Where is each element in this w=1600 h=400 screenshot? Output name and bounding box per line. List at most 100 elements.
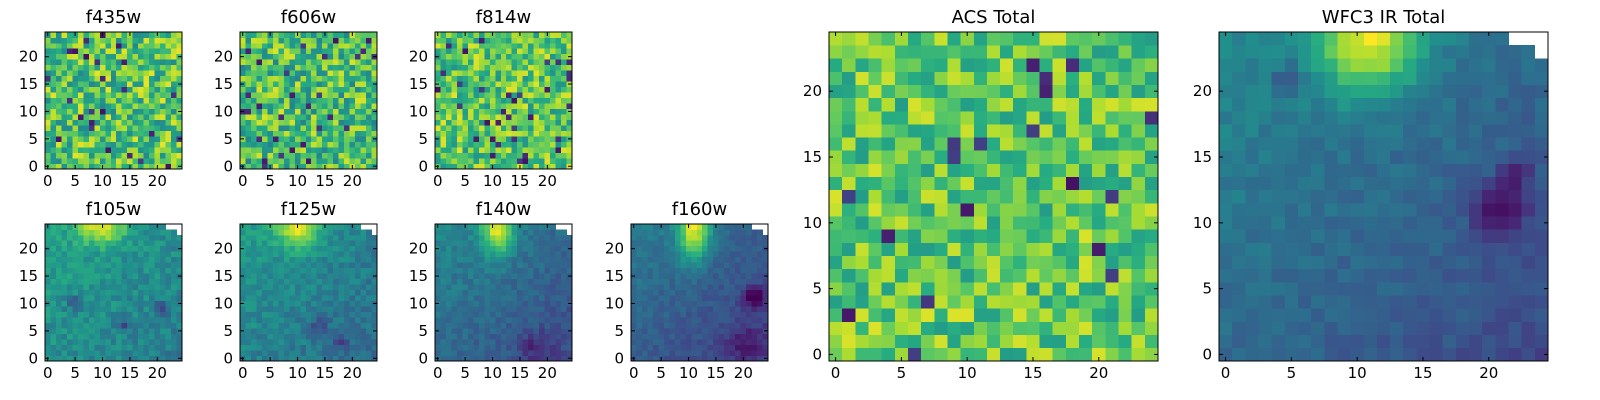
heatmap-cell [522,245,529,252]
heatmap-cell [528,344,534,351]
y-tick-label: 10 [214,294,233,312]
heatmap-cell [445,350,452,356]
heatmap-cell [473,108,480,115]
heatmap-cell [66,355,73,362]
heatmap-cell [371,317,378,323]
heatmap-cell [1013,189,1027,204]
heatmap-cell [746,234,752,241]
heatmap-cell [1052,295,1067,309]
heatmap-cell [300,278,307,285]
heatmap-cell [973,229,988,243]
heatmap-cell [445,53,452,60]
heatmap-cell [300,53,307,60]
heatmap-cell [61,322,68,329]
heatmap-cell [338,234,345,241]
heatmap-cell [478,284,485,291]
heatmap-cell [360,163,367,170]
heatmap-cell [533,108,540,115]
heatmap-cell [360,92,367,99]
heatmap-cell [894,255,909,270]
heatmap-cell [294,53,301,60]
heatmap-cell [641,251,648,258]
heatmap-cell [440,53,447,60]
heatmap-cell [934,255,948,270]
heatmap-cell [495,256,502,263]
heatmap-cell [947,321,961,335]
heatmap-cell [478,141,485,148]
heatmap-cell [934,163,948,178]
heatmap-cell [495,339,502,345]
heatmap-cell [305,229,312,236]
heatmap-cell [83,284,90,291]
heatmap-cell [751,278,758,285]
heatmap-cell [696,224,703,230]
heatmap-cell [344,295,350,302]
heatmap-cell [495,70,502,77]
heatmap-cell [658,234,665,241]
heatmap-cell [149,114,155,120]
heatmap-cell [45,86,51,93]
heatmap-cell [55,108,62,115]
heatmap-cell [517,125,523,131]
heatmap-cell [245,229,252,236]
heatmap-cell [360,147,367,153]
heatmap-cell [99,136,106,142]
heatmap-cell [333,32,339,38]
heatmap-cell [311,42,318,49]
heatmap-cell [72,103,79,110]
heatmap-cell [473,344,480,351]
heatmap-cell [300,333,307,340]
heatmap-cell [500,130,507,137]
heatmap-cell [894,334,909,349]
heatmap-cell [696,322,703,329]
heatmap-cell [245,278,252,285]
heatmap-cell [652,339,659,345]
heatmap-cell [440,103,447,110]
heatmap-cell [528,333,534,340]
heatmap-cell [663,251,670,258]
heatmap-cell [680,322,687,329]
heatmap-cell [435,158,441,164]
heatmap-cell [484,256,491,263]
heatmap-cell [555,152,562,159]
heatmap-cell [55,48,62,55]
heatmap-cell [160,278,166,285]
heatmap-cell [338,240,345,247]
heatmap-cell [544,256,551,263]
heatmap-cell [143,32,150,38]
heatmap-cell [344,108,350,115]
heatmap-cell [355,328,361,334]
heatmap-cell [1026,321,1040,335]
heatmap-cell [511,284,518,291]
heatmap-cell [94,114,101,120]
heatmap-cell [522,350,529,356]
heatmap-cell [456,256,463,263]
heatmap-cell [338,333,345,340]
heatmap-cell [986,150,1001,164]
heatmap-cell [83,251,90,258]
heatmap-cell [132,119,139,126]
heatmap-cell [176,333,183,340]
heatmap-cell [669,300,676,307]
heatmap-cell [278,70,285,77]
heatmap-cell [149,350,155,356]
heatmap-cell [868,255,882,270]
heatmap-cell [322,300,328,307]
heatmap-cell [960,321,975,335]
heatmap-cell [316,350,323,356]
heatmap-cell [77,92,84,99]
heatmap-cell [45,42,51,49]
heatmap-cell [506,37,513,44]
heatmap-cell [544,229,551,236]
heatmap-cell [489,350,496,356]
heatmap-cell [1144,163,1159,178]
heatmap-cell [245,130,252,137]
heatmap-cell [61,48,68,55]
heatmap-cell [83,317,90,323]
heatmap-cell [456,355,463,362]
heatmap-cell [311,322,318,329]
heatmap-cell [154,141,161,148]
heatmap-cell [528,245,534,252]
heatmap-cell [517,350,523,356]
heatmap-cell [121,97,128,104]
